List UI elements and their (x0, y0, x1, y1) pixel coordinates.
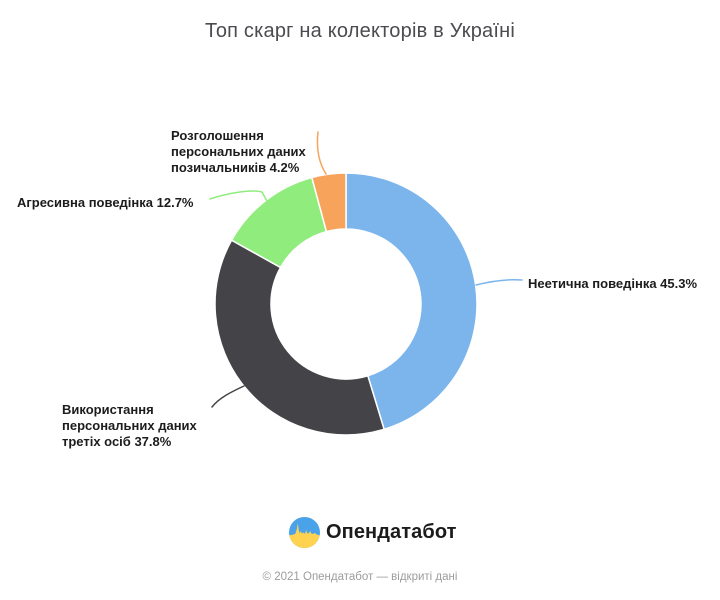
label-line: позичальників 4.2% (171, 160, 300, 175)
label-third-party-data-usage: Використання персональних даних третіх о… (62, 402, 197, 450)
connector-line-3 (316, 131, 327, 175)
label-line: Використання (62, 402, 154, 417)
label-line: Неетична поведінка 45.3% (528, 276, 698, 291)
connector-line-0 (475, 279, 523, 286)
connector-line-1 (211, 385, 245, 408)
label-aggressive-behavior: Агресивна поведінка 12.7% (17, 195, 193, 211)
copyright-credit: © 2021 Опендатабот — відкриті дані (262, 571, 458, 583)
opendatabot-logo-text: Опендатабот (326, 521, 457, 543)
label-disclosure-personal-data: Розголошення персональних даних позичаль… (171, 128, 306, 176)
label-unethical-behavior: Неетична поведінка 45.3% (528, 276, 697, 292)
connector-line-2 (209, 190, 268, 202)
opendatabot-logo[interactable]: Опендатабот (289, 517, 457, 548)
label-line: персональних даних (171, 144, 306, 159)
opendatabot-logo-icon (289, 517, 320, 548)
label-line: Розголошення (171, 128, 264, 143)
label-line: третіх осіб 37.8% (62, 434, 172, 449)
donut-slice-3[interactable] (311, 172, 347, 233)
chart-title: Топ скарг на колекторів в Україні (204, 20, 516, 42)
label-line: Агресивна поведінка 12.7% (17, 195, 194, 210)
label-line: персональних даних (62, 418, 197, 433)
donut-slice-0[interactable] (345, 172, 478, 431)
donut-slice-1[interactable] (214, 239, 385, 436)
